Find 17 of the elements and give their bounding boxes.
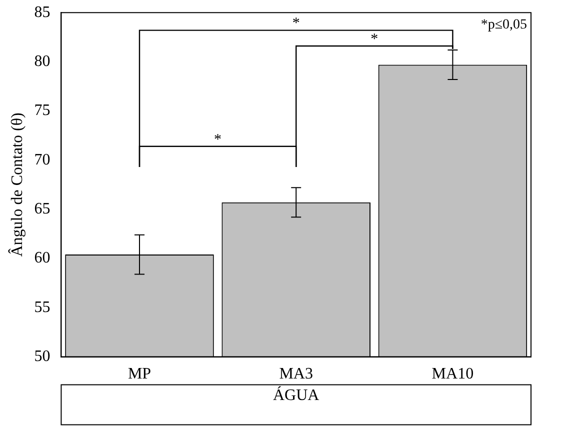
x-tick-label: MA3 — [279, 366, 313, 383]
y-tick-label: 85 — [34, 4, 50, 21]
y-tick-label: 55 — [34, 298, 50, 316]
annotation: * — [292, 16, 300, 32]
x-tick-label: MA10 — [432, 366, 474, 383]
annotation: * — [370, 31, 378, 48]
annotation: * — [214, 132, 222, 148]
x-tick-label: MP — [128, 366, 152, 383]
y-tick-label: 80 — [34, 52, 50, 70]
y-tick-label: 70 — [34, 151, 50, 168]
y-tick-label: 65 — [34, 200, 50, 218]
y-tick-label: 75 — [34, 102, 50, 120]
annotation: *p≤0,05 — [480, 17, 527, 32]
y-tick-label: 50 — [34, 348, 50, 366]
x-axis-title: ÁGUA — [272, 386, 320, 404]
y-axis-title: Ângulo de Contato (θ) — [8, 112, 26, 257]
y-tick-label: 60 — [34, 250, 50, 267]
